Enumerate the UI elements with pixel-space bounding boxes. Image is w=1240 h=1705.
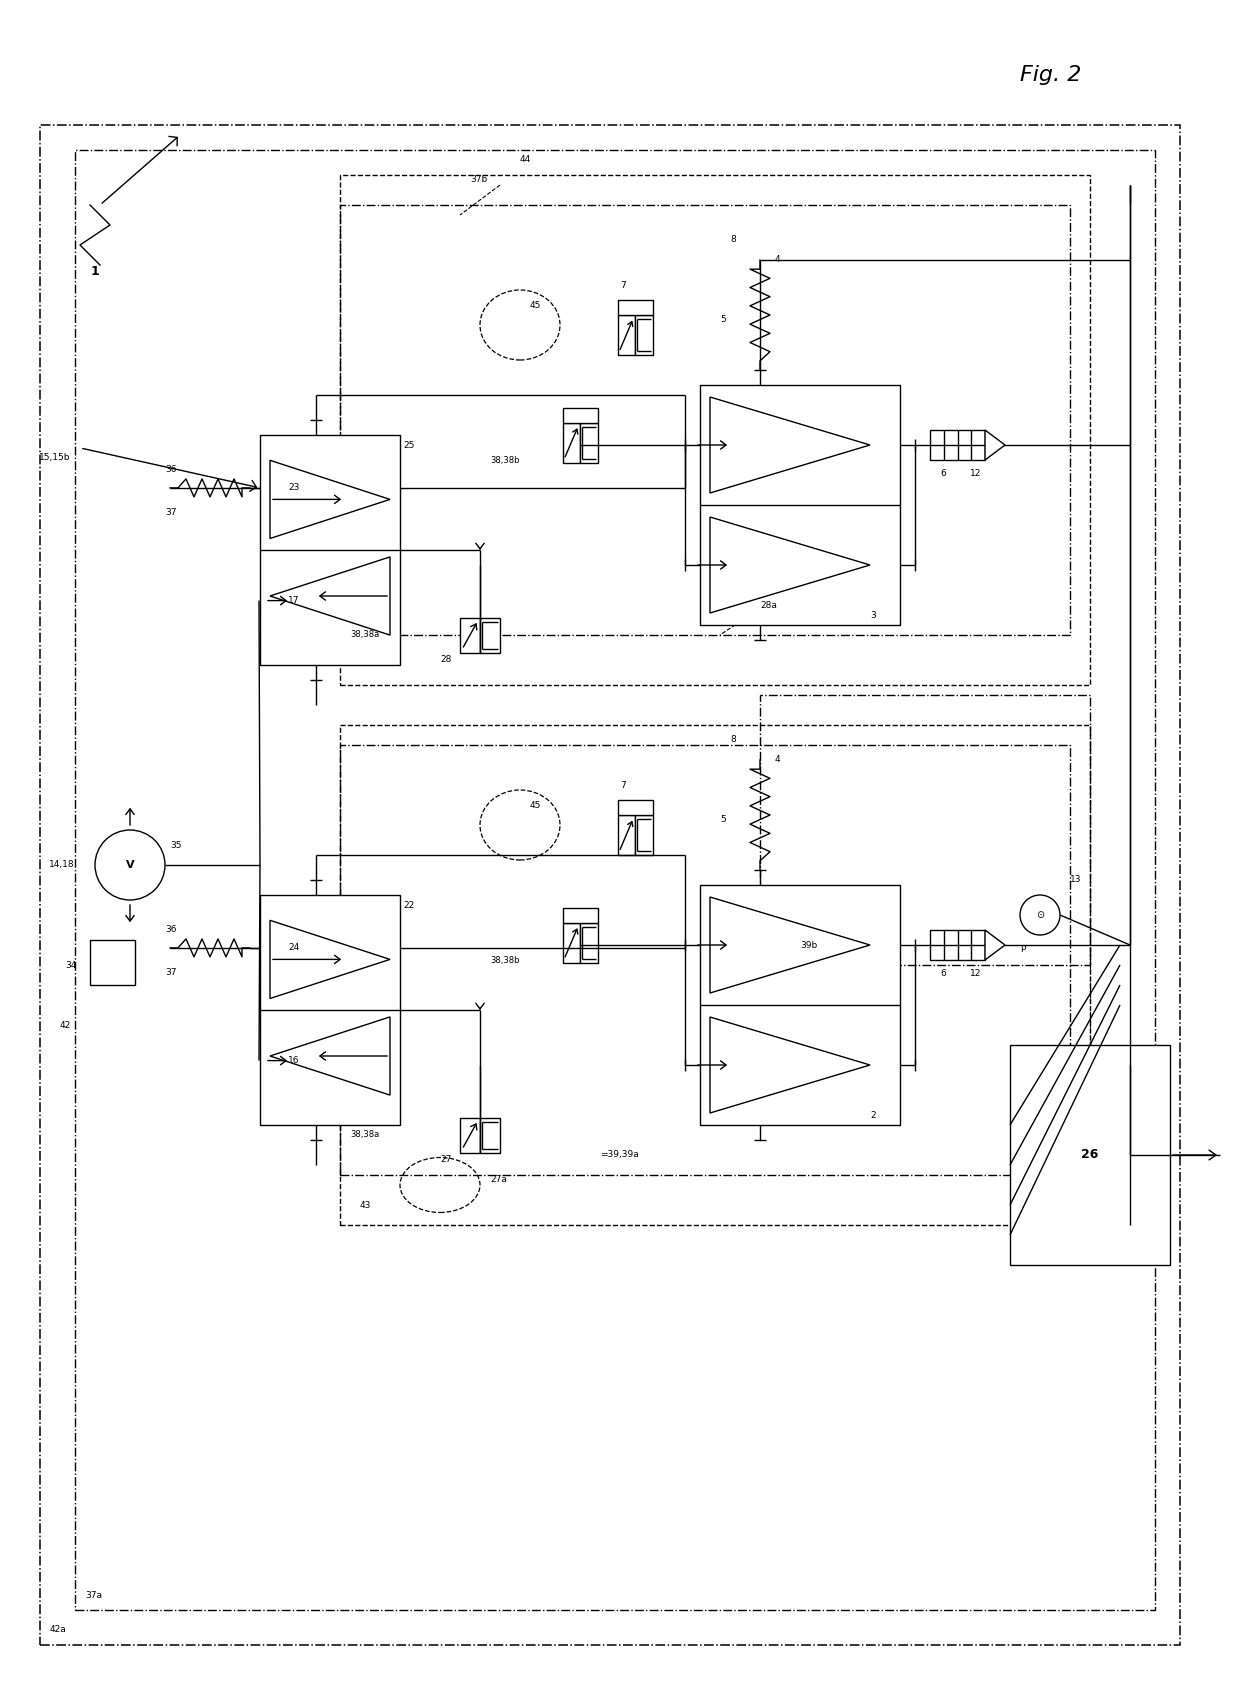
Text: 22: 22 [403, 900, 414, 909]
Bar [340, 205, 1070, 634]
Text: 17: 17 [288, 597, 300, 605]
Circle shape [1021, 895, 1060, 934]
Text: 36: 36 [165, 926, 176, 934]
Text: 8: 8 [730, 235, 735, 244]
Text: 24: 24 [288, 943, 299, 953]
Bar [635, 815, 652, 854]
Text: 7: 7 [620, 781, 626, 789]
Bar [618, 800, 652, 815]
Text: 42a: 42a [50, 1625, 67, 1635]
Text: V: V [125, 859, 134, 870]
Bar [580, 922, 598, 963]
Bar [930, 430, 985, 460]
Text: 4: 4 [775, 256, 781, 264]
Text: 38,38b: 38,38b [490, 955, 520, 965]
Text: 23: 23 [288, 484, 299, 493]
Bar [618, 315, 635, 355]
Text: 35: 35 [170, 841, 181, 849]
Text: 38,38a: 38,38a [350, 1130, 379, 1139]
Text: 16: 16 [288, 1055, 300, 1066]
Text: 1: 1 [91, 264, 99, 278]
Bar [563, 907, 598, 922]
Text: 45: 45 [529, 300, 542, 310]
Text: 5: 5 [720, 815, 725, 825]
Text: 42: 42 [60, 1021, 71, 1030]
Bar [40, 124, 1180, 1645]
Text: 13: 13 [1070, 875, 1081, 885]
Text: 45: 45 [529, 801, 542, 810]
Text: 2: 2 [870, 1110, 875, 1120]
Text: ⊙: ⊙ [1035, 910, 1044, 921]
Bar [618, 815, 635, 854]
Bar [701, 385, 900, 626]
Text: 37: 37 [165, 968, 176, 977]
Bar [563, 407, 598, 423]
Bar [580, 423, 598, 462]
Text: 4: 4 [775, 755, 781, 764]
Text: 5: 5 [720, 315, 725, 324]
Bar [480, 617, 500, 653]
Bar [340, 725, 1090, 1224]
Text: 44: 44 [520, 155, 531, 164]
Text: 26: 26 [1081, 1149, 1099, 1161]
Bar [635, 315, 652, 355]
Text: 37a: 37a [86, 1591, 102, 1599]
Circle shape [95, 830, 165, 900]
Text: 28a: 28a [760, 600, 777, 609]
Bar [930, 929, 985, 960]
Polygon shape [985, 430, 1004, 460]
Text: 14,18: 14,18 [50, 861, 74, 870]
Bar [480, 1117, 500, 1153]
Text: 6: 6 [940, 469, 946, 477]
Bar [340, 176, 1090, 685]
Text: 37: 37 [165, 508, 176, 517]
Text: P: P [1021, 946, 1025, 955]
Text: 12: 12 [970, 469, 981, 477]
Bar [701, 885, 900, 1125]
Text: 15,15b: 15,15b [38, 454, 69, 462]
Bar [91, 939, 135, 985]
Bar [563, 423, 580, 462]
Text: 28: 28 [440, 655, 451, 665]
Text: 3: 3 [870, 610, 875, 619]
Text: 39b: 39b [800, 941, 817, 950]
Bar [460, 1117, 480, 1153]
Text: 6: 6 [940, 968, 946, 977]
Bar [74, 150, 1154, 1610]
Bar [1011, 1045, 1171, 1265]
Bar [618, 300, 652, 315]
Text: 27: 27 [440, 1156, 451, 1165]
Bar [760, 696, 1090, 965]
Text: 25: 25 [403, 440, 414, 450]
Text: 43: 43 [360, 1200, 371, 1209]
Text: 38,38b: 38,38b [490, 455, 520, 464]
Text: 7: 7 [620, 281, 626, 290]
Text: 34: 34 [64, 960, 77, 970]
Text: 37b: 37b [470, 176, 487, 184]
Bar [460, 617, 480, 653]
Polygon shape [985, 929, 1004, 960]
Text: =39,39a: =39,39a [600, 1151, 639, 1159]
Text: Fig. 2: Fig. 2 [1021, 65, 1081, 85]
Text: 8: 8 [730, 735, 735, 745]
Bar [260, 435, 401, 665]
Bar [563, 922, 580, 963]
Text: 38,38a: 38,38a [350, 631, 379, 639]
Text: 12: 12 [970, 968, 981, 977]
Text: 36: 36 [165, 465, 176, 474]
Bar [340, 745, 1070, 1175]
Text: 27a: 27a [490, 1175, 507, 1185]
Bar [260, 895, 401, 1125]
